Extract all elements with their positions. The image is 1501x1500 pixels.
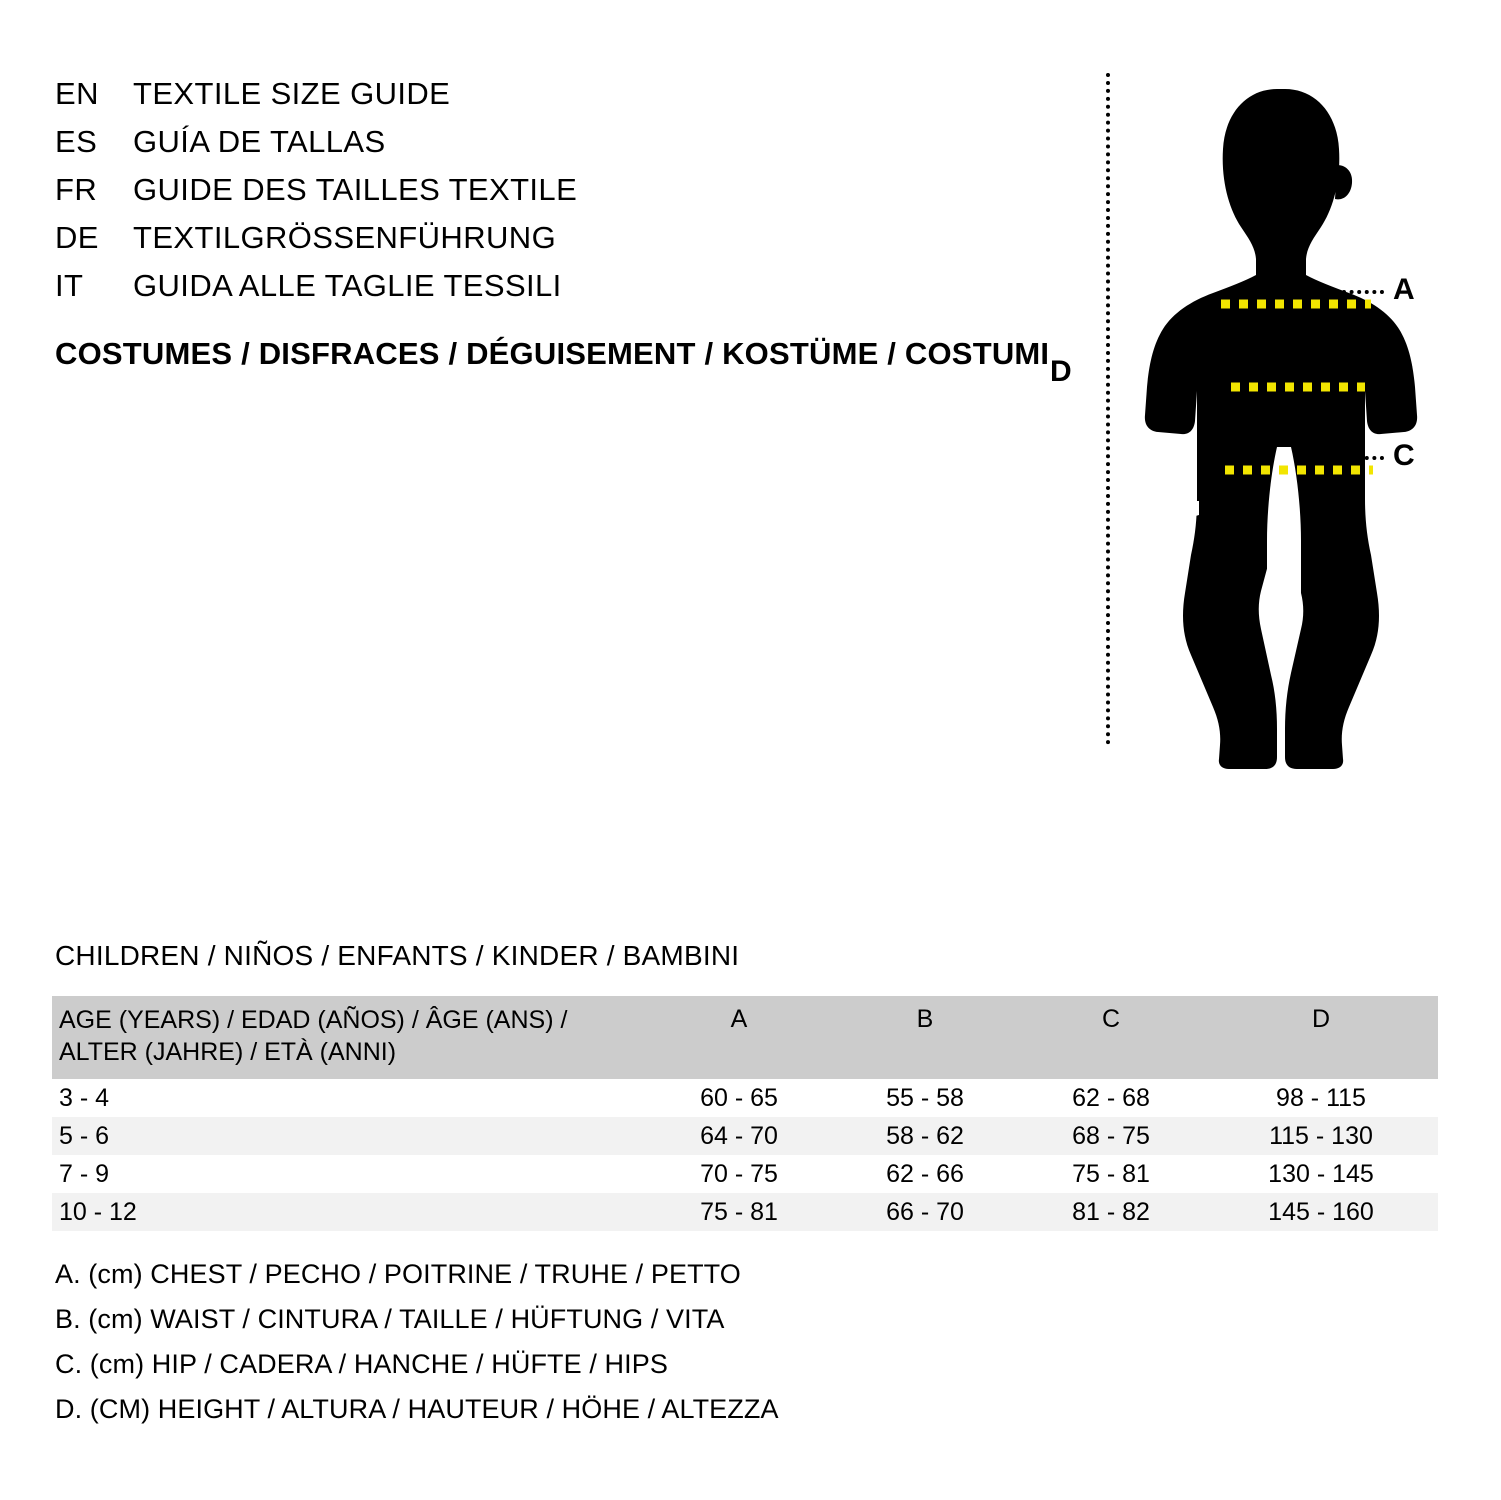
measurement-label-c: C <box>1393 439 1415 472</box>
language-title-it: GUIDA ALLE TAGLIE TESSILI <box>133 268 562 303</box>
language-code-it: IT <box>55 268 84 303</box>
column-header-c: C <box>1018 996 1204 1079</box>
measurement-label-a: A <box>1393 273 1415 306</box>
column-header-age-line2: ALTER (JAHRE) / ETÀ (ANNI) <box>59 1038 397 1066</box>
language-row-es: ES GUÍA DE TALLAS <box>55 124 955 172</box>
language-title-es: GUÍA DE TALLAS <box>133 124 386 159</box>
language-row-it: IT GUIDA ALLE TAGLIE TESSILI <box>55 268 955 316</box>
language-code-es: ES <box>55 124 98 159</box>
cell-hip: 68 - 75 <box>1018 1117 1204 1155</box>
cell-hip: 81 - 82 <box>1018 1193 1204 1231</box>
column-header-a: A <box>646 996 832 1079</box>
child-silhouette-icon <box>1144 89 1418 769</box>
column-header-d: D <box>1204 996 1438 1079</box>
measurement-legend: A. (cm) CHEST / PECHO / POITRINE / TRUHE… <box>55 1252 779 1432</box>
cell-waist: 58 - 62 <box>832 1117 1018 1155</box>
legend-line-a: A. (cm) CHEST / PECHO / POITRINE / TRUHE… <box>55 1259 741 1289</box>
cell-age: 7 - 9 <box>52 1155 646 1193</box>
table-row: 10 - 12 75 - 81 66 - 70 81 - 82 145 - 16… <box>52 1193 1438 1231</box>
table-body: 3 - 4 60 - 65 55 - 58 62 - 68 98 - 115 5… <box>52 1079 1438 1231</box>
cell-hip: 62 - 68 <box>1018 1079 1204 1117</box>
language-title-en: TEXTILE SIZE GUIDE <box>133 76 451 111</box>
category-line: COSTUMES / DISFRACES / DÉGUISEMENT / KOS… <box>55 336 1050 371</box>
cell-waist: 66 - 70 <box>832 1193 1018 1231</box>
height-guide-line <box>1106 73 1110 745</box>
cell-chest: 64 - 70 <box>646 1117 832 1155</box>
cell-age: 5 - 6 <box>52 1117 646 1155</box>
cell-age: 3 - 4 <box>52 1079 646 1117</box>
cell-height: 145 - 160 <box>1204 1193 1438 1231</box>
leader-line-c <box>1342 456 1384 460</box>
table-header-row: AGE (YEARS) / EDAD (AÑOS) / ÂGE (ANS) / … <box>52 996 1438 1079</box>
table-section-title: CHILDREN / NIÑOS / ENFANTS / KINDER / BA… <box>55 940 740 971</box>
cell-height: 130 - 145 <box>1204 1155 1438 1193</box>
measurement-label-b: B <box>1393 356 1415 389</box>
table-header: AGE (YEARS) / EDAD (AÑOS) / ÂGE (ANS) / … <box>52 996 1438 1079</box>
language-row-en: EN TEXTILE SIZE GUIDE <box>55 76 955 124</box>
table-row: 7 - 9 70 - 75 62 - 66 75 - 81 130 - 145 <box>52 1155 1438 1193</box>
cell-waist: 55 - 58 <box>832 1079 1018 1117</box>
leader-line-a <box>1342 290 1384 294</box>
language-code-de: DE <box>55 220 99 255</box>
measurement-label-d: D <box>1050 355 1072 388</box>
language-row-de: DE TEXTILGRÖSSENFÜHRUNG <box>55 220 955 268</box>
column-header-age: AGE (YEARS) / EDAD (AÑOS) / ÂGE (ANS) / … <box>52 996 646 1079</box>
legend-line-d: D. (CM) HEIGHT / ALTURA / HAUTEUR / HÖHE… <box>55 1394 779 1424</box>
cell-height: 115 - 130 <box>1204 1117 1438 1155</box>
column-header-age-line1: AGE (YEARS) / EDAD (AÑOS) / ÂGE (ANS) / <box>59 1006 568 1034</box>
language-row-fr: FR GUIDE DES TAILLES TEXTILE <box>55 172 955 220</box>
column-header-b: B <box>832 996 1018 1079</box>
language-code-fr: FR <box>55 172 98 207</box>
leader-line-b <box>1342 373 1384 377</box>
cell-chest: 70 - 75 <box>646 1155 832 1193</box>
language-title-block: EN TEXTILE SIZE GUIDE ES GUÍA DE TALLAS … <box>55 76 955 316</box>
children-size-table: AGE (YEARS) / EDAD (AÑOS) / ÂGE (ANS) / … <box>52 996 1438 1231</box>
language-title-fr: GUIDE DES TAILLES TEXTILE <box>133 172 578 207</box>
table-row: 3 - 4 60 - 65 55 - 58 62 - 68 98 - 115 <box>52 1079 1438 1117</box>
table-row: 5 - 6 64 - 70 58 - 62 68 - 75 115 - 130 <box>52 1117 1438 1155</box>
cell-hip: 75 - 81 <box>1018 1155 1204 1193</box>
cell-waist: 62 - 66 <box>832 1155 1018 1193</box>
cell-chest: 75 - 81 <box>646 1193 832 1231</box>
cell-height: 98 - 115 <box>1204 1079 1438 1117</box>
cell-chest: 60 - 65 <box>646 1079 832 1117</box>
legend-line-b: B. (cm) WAIST / CINTURA / TAILLE / HÜFTU… <box>55 1304 725 1334</box>
cell-age: 10 - 12 <box>52 1193 646 1231</box>
language-code-en: EN <box>55 76 99 111</box>
language-title-de: TEXTILGRÖSSENFÜHRUNG <box>133 220 557 255</box>
legend-line-c: C. (cm) HIP / CADERA / HANCHE / HÜFTE / … <box>55 1349 668 1379</box>
size-figure-diagram: D A B C <box>1030 55 1480 775</box>
